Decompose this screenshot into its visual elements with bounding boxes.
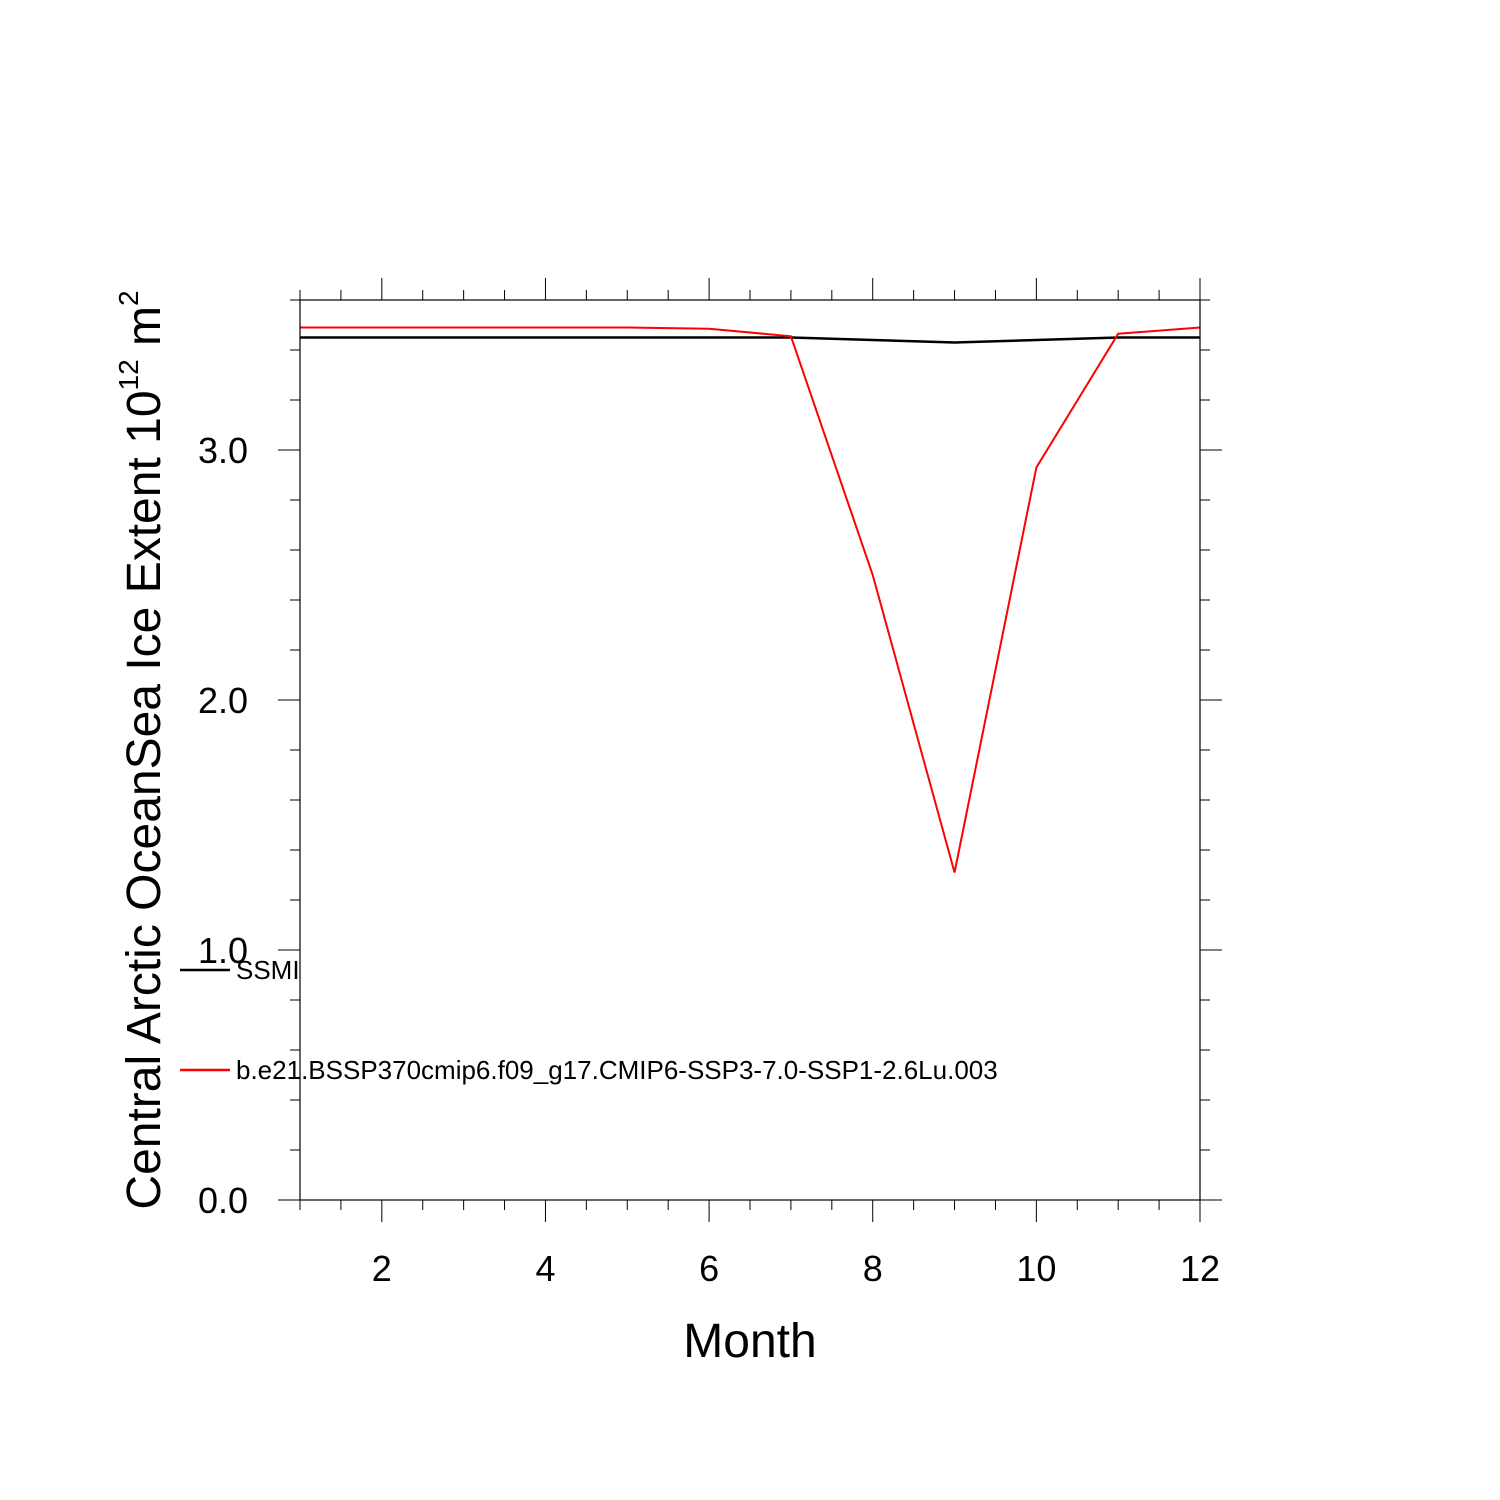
y-tick-label: 3.0 bbox=[198, 430, 248, 471]
x-tick-label: 10 bbox=[1016, 1248, 1056, 1289]
legend-label: SSMI bbox=[236, 955, 300, 985]
x-tick-label: 2 bbox=[372, 1248, 392, 1289]
series-line-0 bbox=[300, 336, 1200, 344]
y-tick-label: 2.0 bbox=[198, 680, 248, 721]
x-tick-label: 12 bbox=[1180, 1248, 1220, 1289]
y-tick-label: 1.0 bbox=[198, 930, 248, 971]
axis-ticks bbox=[278, 278, 1222, 1222]
x-tick-label: 4 bbox=[535, 1248, 555, 1289]
y-axis-title-unit-exponent: 2 bbox=[113, 290, 144, 306]
series-line-1 bbox=[300, 326, 1201, 873]
legend-label: b.e21.BSSP370cmip6.f09_g17.CMIP6-SSP3-7.… bbox=[236, 1055, 998, 1085]
tick-labels: 2 4 6 8 10 12 0.0 1.0 2.0 3.0 bbox=[198, 430, 1220, 1289]
x-tick-label: 8 bbox=[863, 1248, 883, 1289]
plot-frame bbox=[299, 299, 1201, 1201]
y-axis-title-exponent: 12 bbox=[113, 359, 144, 390]
y-axis-title-main: Central Arctic OceanSea Ice Extent 10 bbox=[118, 390, 171, 1209]
series-lines bbox=[300, 326, 1201, 873]
x-axis-title: Month bbox=[683, 1315, 816, 1368]
legend: SSMI b.e21.BSSP370cmip6.f09_g17.CMIP6-SSP… bbox=[180, 955, 998, 1085]
y-axis-title: Central Arctic OceanSea Ice Extent 1012 … bbox=[113, 290, 171, 1209]
y-tick-label: 0.0 bbox=[198, 1180, 248, 1221]
x-tick-label: 6 bbox=[699, 1248, 719, 1289]
y-axis-title-unit: m bbox=[118, 306, 171, 359]
